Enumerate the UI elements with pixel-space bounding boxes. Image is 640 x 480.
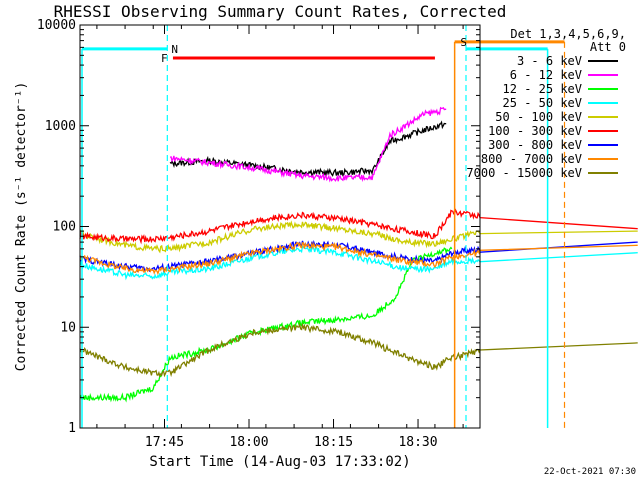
- legend-label: 25 - 50 keV: [503, 96, 582, 110]
- legend-label: 100 - 300 keV: [488, 124, 582, 138]
- series-line: [169, 106, 447, 183]
- series-line: [79, 220, 638, 254]
- interval-label: F: [161, 52, 168, 65]
- x-tick-label: 17:45: [145, 435, 184, 450]
- series-line: [79, 241, 638, 276]
- chart-title: RHESSI Observing Summary Count Rates, Co…: [54, 2, 507, 21]
- y-tick-label: 10: [60, 320, 76, 335]
- timestamp-footer: 22-Oct-2021 07:30: [544, 467, 636, 477]
- x-axis-label: Start Time (14-Aug-03 17:33:02): [149, 454, 410, 470]
- series-line: [79, 322, 638, 378]
- legend-header: Att 0: [590, 40, 626, 54]
- y-tick-label: 1000: [45, 119, 76, 134]
- legend-label: 6 - 12 keV: [510, 68, 582, 82]
- x-tick-label: 18:30: [398, 435, 437, 450]
- legend-label: 800 - 7000 keV: [481, 152, 582, 166]
- series-line: [169, 120, 447, 177]
- y-tick-label: 1: [68, 421, 76, 436]
- y-tick-label: 100: [53, 220, 76, 235]
- legend-label: 7000 - 15000 keV: [466, 166, 582, 180]
- interval-label: N: [171, 43, 178, 56]
- series-line: [79, 244, 638, 281]
- legend-header: Det 1,3,4,5,6,9,: [510, 27, 626, 41]
- legend-label: 50 - 100 keV: [495, 110, 582, 124]
- y-tick-label: 10000: [37, 18, 76, 33]
- series-line: [79, 208, 638, 245]
- interval-label: S: [460, 36, 467, 49]
- x-tick-label: 18:15: [314, 435, 353, 450]
- legend-label: 3 - 6 keV: [517, 54, 582, 68]
- y-axis-label: Corrected Count Rate (s⁻¹ detector⁻¹): [14, 82, 29, 372]
- x-tick-label: 18:00: [229, 435, 268, 450]
- series-line: [79, 246, 453, 403]
- legend-label: 12 - 25 keV: [503, 82, 582, 96]
- legend-label: 300 - 800 keV: [488, 138, 582, 152]
